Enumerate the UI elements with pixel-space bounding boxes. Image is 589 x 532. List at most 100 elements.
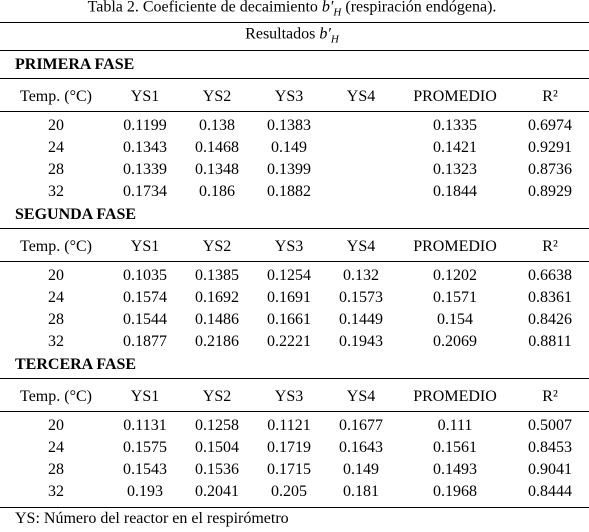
cell: 0.1258 — [195, 417, 239, 434]
cell: 0.1571 — [433, 289, 477, 306]
cell: 0.2041 — [195, 483, 239, 500]
cell: 0.1421 — [433, 139, 477, 156]
cell: 0.138 — [199, 117, 235, 134]
cell: 0.1719 — [267, 439, 311, 456]
cell: 0.1643 — [339, 439, 383, 456]
cell: 0.1385 — [195, 267, 239, 284]
cell: 0.1449 — [339, 311, 383, 328]
cell: 0.1493 — [433, 461, 477, 478]
footnote: YS: Número del reactor en el respirómetr… — [15, 510, 289, 527]
cell: 0.111 — [437, 417, 473, 434]
cell: 32 — [48, 183, 64, 200]
cell: 0.8736 — [528, 161, 572, 178]
column-header: R² — [542, 388, 558, 405]
column-header: PROMEDIO — [413, 88, 497, 105]
cell: 0.1692 — [195, 289, 239, 306]
cell: 0.1383 — [267, 117, 311, 134]
cell: 24 — [48, 289, 64, 306]
cell: 0.6974 — [528, 117, 572, 134]
column-header: YS1 — [130, 388, 160, 405]
rule — [0, 411, 589, 412]
cell: 20 — [48, 117, 64, 134]
rule — [0, 378, 589, 379]
cell: 28 — [48, 311, 64, 328]
cell: 32 — [48, 333, 64, 350]
cell: 0.1677 — [339, 417, 383, 434]
cell: 20 — [48, 417, 64, 434]
column-header: YS3 — [274, 388, 304, 405]
cell: 0.8361 — [528, 289, 572, 306]
column-header: YS4 — [346, 88, 376, 105]
cell: 0.154 — [437, 311, 473, 328]
cell: 0.132 — [343, 267, 379, 284]
cell: 0.205 — [271, 483, 307, 500]
cell: 0.1691 — [267, 289, 311, 306]
cell: 0.1035 — [123, 267, 167, 284]
column-header: YS1 — [130, 238, 160, 255]
cell: 0.1734 — [123, 183, 167, 200]
cell: 0.2186 — [195, 333, 239, 350]
cell: 0.1399 — [267, 161, 311, 178]
cell: 0.1121 — [267, 417, 311, 434]
cell: 0.1715 — [267, 461, 311, 478]
header: Resultados b′H — [245, 24, 339, 49]
column-header: Temp. (°C) — [20, 238, 92, 255]
cell: 0.149 — [271, 139, 307, 156]
cell: 0.8453 — [528, 439, 572, 456]
header-symbol: b′ — [319, 25, 331, 43]
cell: 0.1254 — [267, 267, 311, 284]
cell: 0.1486 — [195, 311, 239, 328]
caption-note: (respiración endógena). — [345, 0, 497, 16]
cell: 0.1943 — [339, 333, 383, 350]
cell: 24 — [48, 439, 64, 456]
caption-subscript: H — [333, 6, 342, 19]
cell: 0.1323 — [433, 161, 477, 178]
rule — [0, 228, 589, 229]
cell: 28 — [48, 461, 64, 478]
section-title: SEGUNDA FASE — [15, 206, 137, 223]
rule — [0, 507, 589, 508]
cell: 0.1131 — [123, 417, 167, 434]
header-text: Resultados — [245, 25, 316, 43]
cell: 0.1882 — [267, 183, 311, 200]
cell: 0.2069 — [433, 333, 477, 350]
cell: 0.1574 — [123, 289, 167, 306]
cell: 28 — [48, 161, 64, 178]
cell: 0.1199 — [123, 117, 167, 134]
rule — [0, 78, 589, 79]
column-header: YS2 — [202, 388, 232, 405]
section-title: PRIMERA FASE — [15, 56, 135, 73]
cell: 0.1339 — [123, 161, 167, 178]
cell: 0.9291 — [528, 139, 572, 156]
cell: 0.5007 — [528, 417, 572, 434]
cell: 0.186 — [199, 183, 235, 200]
cell: 0.8811 — [528, 333, 572, 350]
cell: 0.1661 — [267, 311, 311, 328]
rule — [0, 111, 589, 112]
cell: 0.8929 — [528, 183, 572, 200]
cell: 20 — [48, 267, 64, 284]
column-header: PROMEDIO — [413, 238, 497, 255]
cell: 32 — [48, 483, 64, 500]
cell: 0.1468 — [195, 139, 239, 156]
cell: 0.181 — [343, 483, 379, 500]
cell: 0.1573 — [339, 289, 383, 306]
cell: 0.8444 — [528, 483, 572, 500]
cell: 0.2221 — [267, 333, 311, 350]
cell: 0.1844 — [433, 183, 477, 200]
column-header: PROMEDIO — [413, 388, 497, 405]
column-header: YS3 — [274, 238, 304, 255]
caption: Tabla 2. Coeficiente de decaimiento b′H … — [88, 0, 497, 23]
cell: 0.193 — [127, 483, 163, 500]
cell: 0.1561 — [433, 439, 477, 456]
caption-symbol: b′ — [321, 0, 334, 16]
cell: 0.1575 — [123, 439, 167, 456]
cell: 24 — [48, 139, 64, 156]
column-header: YS1 — [130, 88, 160, 105]
cell: 0.1348 — [195, 161, 239, 178]
header-subscript: H — [330, 33, 339, 46]
cell: 0.1504 — [195, 439, 239, 456]
column-header: YS4 — [346, 238, 376, 255]
cell: 0.1877 — [123, 333, 167, 350]
caption-text: Tabla 2. Coeficiente de decaimiento — [87, 0, 318, 16]
